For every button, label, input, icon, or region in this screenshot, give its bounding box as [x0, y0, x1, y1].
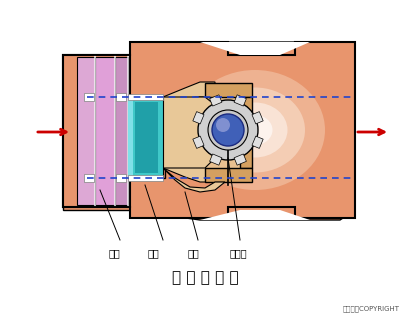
Circle shape [208, 110, 248, 150]
Polygon shape [210, 95, 222, 106]
Text: 凸 轮 挠 曲 阀: 凸 轮 挠 曲 阀 [172, 271, 238, 286]
Polygon shape [163, 82, 215, 182]
Text: 东方仿真COPYRIGHT: 东方仿真COPYRIGHT [343, 305, 400, 312]
Circle shape [198, 100, 258, 160]
Text: 阀座: 阀座 [108, 248, 120, 258]
Polygon shape [128, 94, 163, 100]
Polygon shape [163, 97, 215, 168]
Circle shape [216, 118, 230, 132]
Text: 旋转轴: 旋转轴 [229, 248, 247, 258]
Polygon shape [130, 97, 165, 178]
Text: 阀芯: 阀芯 [147, 248, 159, 258]
Polygon shape [63, 55, 130, 207]
Polygon shape [240, 97, 252, 168]
Text: 挠臂: 挠臂 [187, 248, 199, 258]
Polygon shape [163, 168, 225, 192]
Polygon shape [128, 175, 163, 181]
Polygon shape [128, 97, 133, 178]
Polygon shape [63, 42, 355, 218]
Polygon shape [205, 97, 240, 168]
Polygon shape [84, 93, 94, 101]
Polygon shape [128, 97, 163, 178]
Polygon shape [193, 136, 204, 148]
Polygon shape [252, 136, 263, 148]
Polygon shape [234, 95, 247, 106]
Polygon shape [210, 154, 222, 165]
Polygon shape [200, 42, 310, 55]
Polygon shape [130, 42, 355, 220]
Polygon shape [200, 210, 310, 220]
Polygon shape [95, 57, 115, 205]
Polygon shape [252, 112, 263, 124]
Polygon shape [135, 102, 158, 173]
Polygon shape [63, 55, 130, 210]
Polygon shape [116, 174, 126, 182]
Polygon shape [84, 174, 94, 182]
Ellipse shape [238, 115, 272, 145]
Polygon shape [205, 168, 252, 182]
Ellipse shape [222, 102, 288, 158]
Polygon shape [234, 154, 247, 165]
Ellipse shape [205, 87, 305, 173]
Polygon shape [115, 57, 128, 205]
Circle shape [212, 114, 244, 146]
Polygon shape [77, 57, 95, 205]
Polygon shape [205, 83, 252, 97]
Polygon shape [130, 97, 165, 178]
Ellipse shape [185, 70, 325, 190]
Polygon shape [116, 93, 126, 101]
Polygon shape [193, 112, 204, 124]
